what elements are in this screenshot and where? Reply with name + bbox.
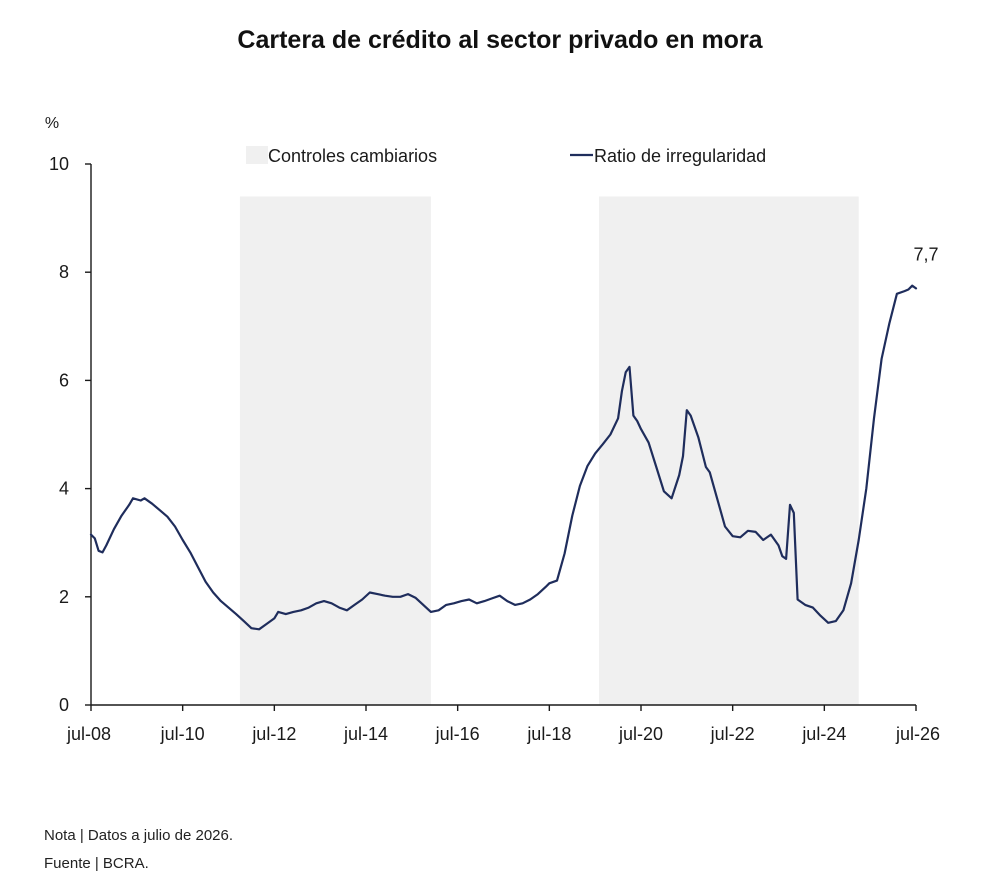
x-tick-label: jul-12: [251, 724, 296, 744]
y-axis-unit: %: [45, 115, 59, 132]
tick-labels: 0 2 4 6 8 10% jul-08 jul-10 jul-12 jul-14 jul-16 ju…: [45, 115, 940, 744]
x-tick-label: jul-10: [160, 724, 205, 744]
x-tick-label: jul-08: [66, 724, 111, 744]
y-tick-label: 6: [59, 370, 69, 390]
legend-label-band: Controles cambiarios: [268, 146, 437, 166]
shaded-periods: [239, 196, 859, 705]
data-label-last-value: 7,7: [913, 244, 938, 264]
axes: [85, 163, 917, 711]
y-tick-label: 0: [59, 695, 69, 715]
y-tick-label: 2: [59, 587, 69, 607]
shaded-period-2: [598, 196, 859, 705]
series-line-1: [89, 284, 918, 631]
x-tick-label: jul-26: [895, 724, 940, 744]
x-tick-label: jul-20: [618, 724, 663, 744]
x-tick-label: jul-14: [343, 724, 388, 744]
y-tick-label: 10: [49, 154, 69, 174]
footer-note: Nota | Datos a julio de 2026.: [44, 827, 234, 844]
x-tick-label: jul-24: [801, 724, 846, 744]
legend-swatch-band: [246, 146, 268, 164]
legend-label-line: Ratio de irregularidad: [594, 146, 766, 166]
chart-title: Cartera de crédito al sector privado en …: [237, 26, 763, 54]
series: [89, 284, 918, 631]
x-tick-label: jul-16: [435, 724, 480, 744]
legend: Controles cambiarios Ratio de irregularid…: [246, 146, 766, 166]
y-tick-label: 4: [59, 479, 69, 499]
y-tick-label: 8: [59, 262, 69, 282]
footer-source: Fuente | BCRA.: [44, 855, 149, 872]
shaded-period-1: [239, 196, 431, 705]
annotations: 7,7: [913, 244, 938, 264]
x-tick-label: jul-22: [710, 724, 755, 744]
x-tick-label: jul-18: [526, 724, 571, 744]
